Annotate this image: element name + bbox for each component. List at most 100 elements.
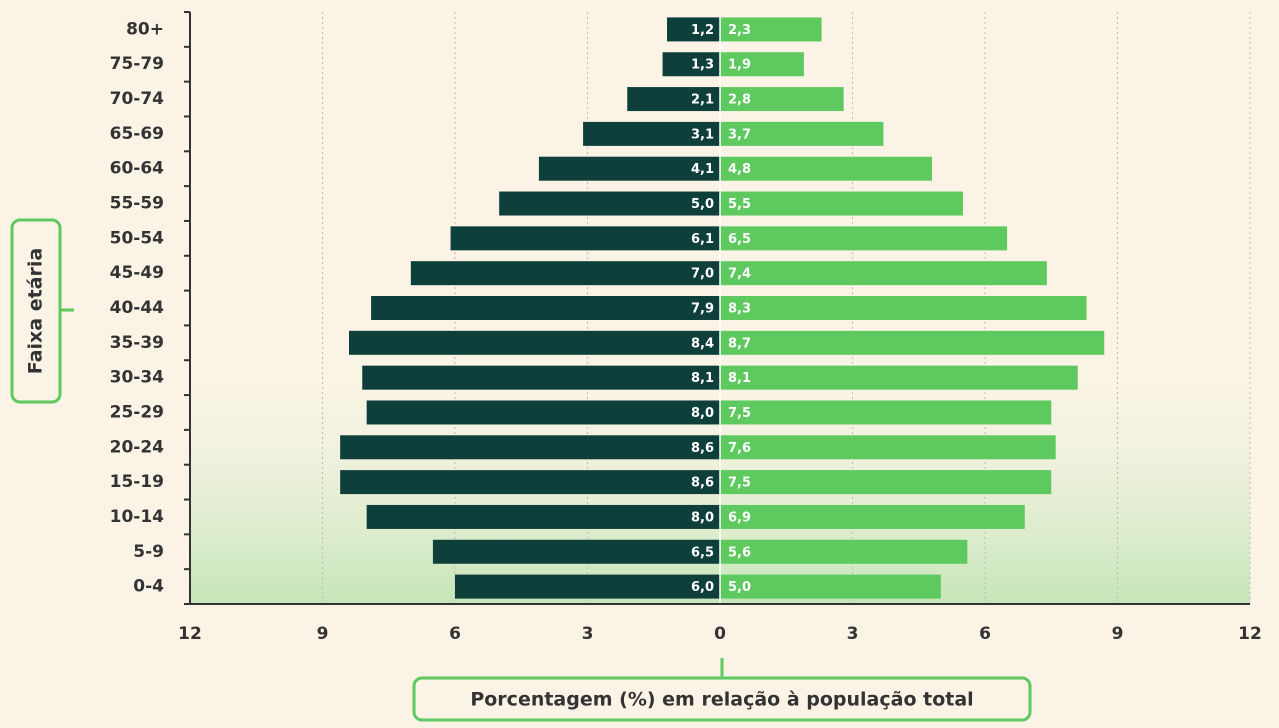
bar — [720, 574, 941, 599]
bar — [499, 191, 720, 216]
marks: 1,2 1,3 2,1 3,1 4,1 5,0 6,1 7,0 7,9 8,4 8,1 8,0 8,6 8… — [340, 12, 1105, 604]
value-label: 8,3 — [728, 302, 751, 317]
value-label: 8,6 — [691, 441, 714, 456]
bar — [720, 121, 884, 146]
bar — [720, 226, 1008, 251]
value-label: 3,1 — [691, 127, 714, 142]
bar — [720, 296, 1087, 320]
bar — [455, 574, 720, 599]
y-tick-label: 65-69 — [110, 124, 164, 144]
value-label: 7,6 — [728, 441, 751, 456]
y-tick-label: 75-79 — [110, 54, 164, 74]
bar — [720, 261, 1047, 286]
bar — [362, 365, 720, 390]
x-tick-label: 0 — [714, 624, 726, 644]
value-label: 8,4 — [691, 336, 714, 351]
value-label: 6,0 — [691, 580, 714, 595]
y-tick-label: 45-49 — [110, 263, 164, 283]
bar — [720, 191, 963, 216]
bar — [366, 400, 720, 425]
bar — [349, 330, 720, 355]
x-axis-label: Porcentagem (%) em relação à população t… — [470, 689, 973, 711]
bar — [627, 87, 720, 112]
value-label: 4,8 — [728, 162, 751, 177]
value-label: 8,7 — [728, 336, 751, 351]
x-tick-label: 6 — [979, 624, 991, 644]
y-tick-label: 30-34 — [110, 368, 165, 388]
value-label: 3,7 — [728, 127, 751, 142]
value-label: 4,1 — [691, 162, 714, 177]
y-tick-label: 40-44 — [110, 298, 165, 318]
bar — [410, 261, 720, 286]
bar — [720, 435, 1056, 460]
bar — [450, 226, 720, 251]
bar — [432, 539, 720, 564]
bar — [538, 156, 720, 181]
bar — [720, 52, 804, 77]
value-label: 8,0 — [691, 510, 714, 525]
x-tick-label: 6 — [449, 624, 461, 644]
bar — [720, 156, 932, 181]
y-tick-label: 15-19 — [110, 472, 164, 492]
x-tick-label: 3 — [847, 624, 859, 644]
bar — [340, 470, 720, 495]
y-axis-label: Faixa etária — [25, 248, 47, 374]
value-label: 8,1 — [691, 371, 714, 386]
bar — [720, 470, 1052, 495]
bar — [720, 17, 822, 42]
y-tick-label: 0-4 — [133, 577, 164, 597]
value-label: 6,1 — [691, 232, 714, 247]
bar — [720, 539, 968, 564]
value-label: 1,2 — [691, 23, 714, 38]
value-label: 6,9 — [728, 510, 751, 525]
y-tick-label: 50-54 — [110, 228, 165, 248]
x-label-box — [412, 676, 1032, 722]
value-label: 5,5 — [728, 197, 751, 212]
bar — [720, 330, 1105, 355]
y-tick-label: 25-29 — [110, 402, 164, 422]
y-tick-label: 10-14 — [110, 507, 165, 527]
x-tick-label: 12 — [1238, 624, 1262, 644]
value-label: 7,9 — [691, 302, 714, 317]
value-label: 6,5 — [691, 545, 714, 560]
y-tick-label: 70-74 — [110, 89, 165, 109]
value-label: 7,0 — [691, 267, 714, 282]
value-label: 8,6 — [691, 476, 714, 491]
value-label: 5,0 — [691, 197, 714, 212]
value-label: 5,0 — [728, 580, 751, 595]
bar — [720, 365, 1078, 390]
bar — [583, 121, 720, 146]
y-tick-label: 35-39 — [110, 333, 164, 353]
value-label: 6,5 — [728, 232, 751, 247]
bar — [720, 504, 1025, 529]
x-tick-label: 12 — [178, 624, 202, 644]
value-label: 2,3 — [728, 23, 751, 38]
bar — [667, 17, 720, 42]
value-label: 7,4 — [728, 267, 751, 282]
y-tick-label: 20-24 — [110, 437, 165, 457]
x-tick-label: 9 — [1112, 624, 1124, 644]
bar — [371, 296, 720, 320]
value-label: 1,3 — [691, 58, 714, 73]
y-tick-label: 60-64 — [110, 159, 165, 179]
bar — [720, 400, 1052, 425]
value-label: 8,0 — [691, 406, 714, 421]
x-tick-label: 9 — [317, 624, 329, 644]
y-tick-label: 5-9 — [133, 542, 164, 562]
bar — [340, 435, 720, 460]
value-label: 8,1 — [728, 371, 751, 386]
y-label-box — [10, 218, 62, 404]
value-label: 5,6 — [728, 545, 751, 560]
bar — [720, 87, 844, 112]
value-label: 2,8 — [728, 93, 751, 108]
value-label: 7,5 — [728, 406, 751, 421]
y-tick-label: 55-59 — [110, 194, 164, 214]
x-tick-label: 3 — [582, 624, 594, 644]
value-label: 1,9 — [728, 58, 751, 73]
bar — [662, 52, 720, 77]
value-label: 7,5 — [728, 476, 751, 491]
bar — [366, 504, 720, 529]
y-tick-label: 80+ — [126, 19, 164, 39]
value-label: 2,1 — [691, 93, 714, 108]
